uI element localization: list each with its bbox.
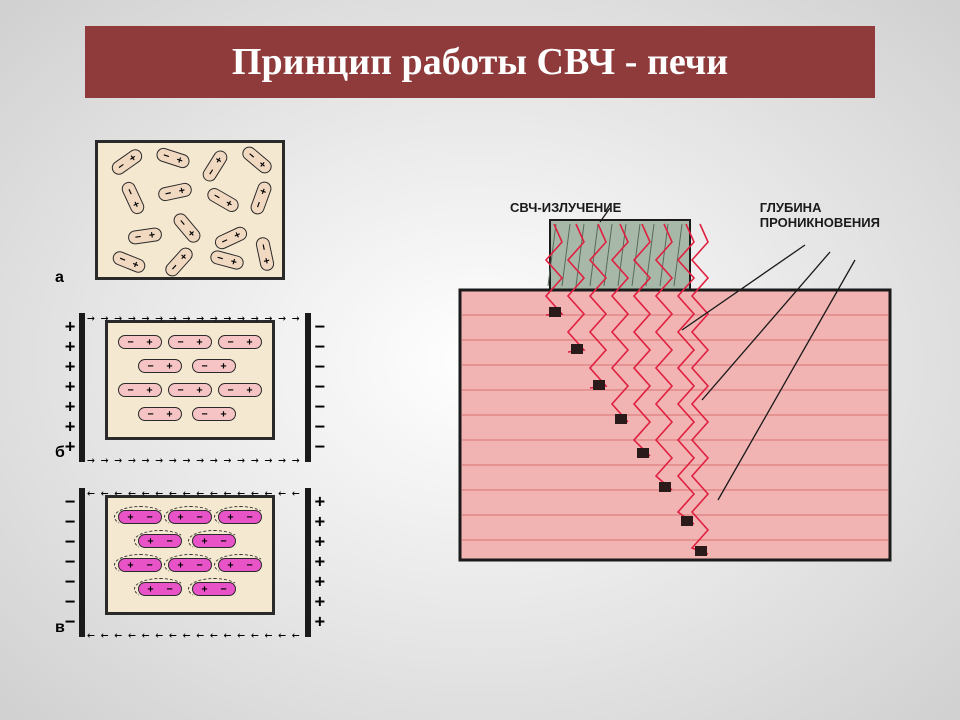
panel-c: в −−−−−−− +−+−+−+−+−+−+−+−+−+− +++++++ ←… — [55, 480, 335, 645]
panel-b-plate-right — [305, 313, 311, 462]
rotation-arc — [114, 554, 166, 576]
molecule: −+ — [218, 383, 262, 397]
panel-b-frame: −+ −+ −+ −+ −+ −+ −+ −+ −+ −+ — [105, 320, 275, 440]
left-column: а −+−+−+−+−+−+−+−+−+−+−+−+−+−+−+ б +++++… — [55, 130, 335, 655]
panel-c-charges-right: +++++++ — [315, 492, 325, 632]
label-depth-2: ПРОНИКНОВЕНИЯ — [760, 215, 880, 230]
molecule: −+ — [119, 180, 146, 217]
molecule: −+ — [127, 227, 163, 246]
rotation-arc — [188, 530, 240, 552]
molecule: −+ — [213, 224, 250, 251]
panel-c-label: в — [55, 619, 65, 637]
panel-b-charges-left: +++++++ — [65, 317, 75, 457]
molecule: −+ — [162, 245, 195, 280]
molecule: −+ — [168, 383, 212, 397]
panel-b-charges-right: −−−−−−− — [315, 317, 325, 457]
right-figure: СВЧ-ИЗЛУЧЕНИЕ ГЛУБИНА ПРОНИКНОВЕНИЯ — [450, 200, 910, 570]
panel-a-frame: −+−+−+−+−+−+−+−+−+−+−+−+−+−+−+ — [95, 140, 285, 280]
molecule: −+ — [118, 383, 162, 397]
molecule: −+ — [168, 335, 212, 349]
rotation-arc — [164, 506, 216, 528]
molecule: −+ — [111, 249, 148, 275]
panel-c-plate-left — [79, 488, 85, 637]
field-arrow-row: → → → → → → → → → → → → → → → → — [87, 311, 303, 326]
molecule: −+ — [192, 407, 236, 421]
panel-b-plate-left — [79, 313, 85, 462]
label-depth-1: ГЛУБИНА — [760, 200, 822, 215]
molecule: −+ — [205, 185, 241, 214]
molecule: −+ — [239, 144, 274, 177]
panel-c-plate-right — [305, 488, 311, 637]
label-depth: ГЛУБИНА ПРОНИКНОВЕНИЯ — [760, 200, 880, 230]
panel-c-charges-left: −−−−−−− — [65, 492, 75, 632]
molecule: −+ — [192, 359, 236, 373]
rotation-arc — [134, 578, 186, 600]
molecule: −+ — [171, 210, 204, 245]
panel-b-label: б — [55, 444, 65, 462]
molecule: −+ — [138, 407, 182, 421]
rotation-arc — [134, 530, 186, 552]
rotation-arc — [164, 554, 216, 576]
molecule: −+ — [109, 147, 145, 178]
rotation-arc — [188, 578, 240, 600]
molecule: −+ — [249, 180, 274, 217]
panel-b: б +++++++ −+ −+ −+ −+ −+ −+ −+ −+ −+ −+ −−−−−−− →… — [55, 305, 335, 470]
molecule: −+ — [155, 146, 192, 170]
molecule: −+ — [218, 335, 262, 349]
molecule: −+ — [255, 236, 276, 272]
molecule: −+ — [200, 148, 230, 184]
molecule: −+ — [118, 335, 162, 349]
label-radiation: СВЧ-ИЗЛУЧЕНИЕ — [510, 200, 621, 215]
rotation-arc — [214, 554, 266, 576]
molecule: −+ — [157, 182, 193, 203]
panel-a-label: а — [55, 269, 64, 287]
page-title: Принцип работы СВЧ - печи — [85, 26, 875, 98]
penetration-diagram — [450, 200, 910, 570]
molecule: −+ — [209, 249, 245, 271]
panel-a: а −+−+−+−+−+−+−+−+−+−+−+−+−+−+−+ — [55, 130, 335, 295]
field-arrow-row: ← ← ← ← ← ← ← ← ← ← ← ← ← ← ← ← — [87, 486, 303, 501]
rotation-arc — [214, 506, 266, 528]
molecule: −+ — [138, 359, 182, 373]
field-arrow-row: → → → → → → → → → → → → → → → → — [87, 453, 303, 468]
panel-c-frame: +−+−+−+−+−+−+−+−+−+− — [105, 495, 275, 615]
rotation-arc — [114, 506, 166, 528]
field-arrow-row: ← ← ← ← ← ← ← ← ← ← ← ← ← ← ← ← — [87, 628, 303, 643]
